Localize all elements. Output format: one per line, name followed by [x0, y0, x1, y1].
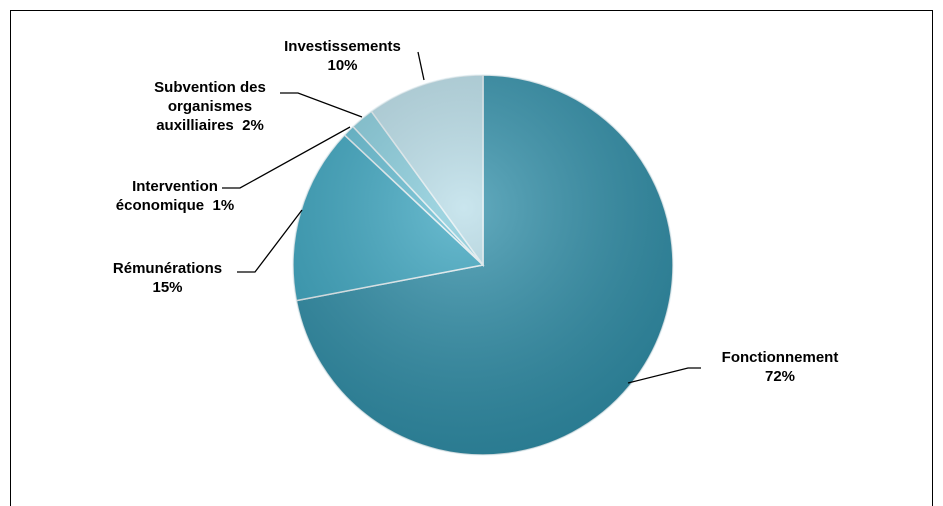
- slice-label: Rémunérations 15%: [95, 259, 240, 297]
- leader-line: [222, 126, 351, 189]
- category-label: Intervention économique: [115, 178, 218, 214]
- leader-line: [237, 209, 303, 273]
- leader-line: [627, 367, 701, 384]
- value-label: 72%: [764, 368, 796, 385]
- category-label: Rémunérations: [112, 260, 223, 277]
- pie: [292, 74, 674, 456]
- slice-label: Investissements 10%: [265, 37, 420, 75]
- slice-label: Subvention des organismes auxilliaires 2…: [130, 78, 290, 135]
- leader-line: [417, 51, 425, 81]
- value-label: 1%: [212, 197, 235, 214]
- category-label: Fonctionnement: [721, 349, 839, 366]
- value-label: 2%: [242, 117, 264, 134]
- leader-line: [280, 92, 363, 118]
- frame: [10, 10, 933, 506]
- category-label: Subvention des organismes auxilliaires: [154, 79, 266, 134]
- slice-label: Fonctionnement 72%: [710, 348, 850, 386]
- value-label: 15%: [152, 279, 183, 296]
- category-label: Investissements: [284, 38, 401, 55]
- value-label: 10%: [327, 57, 358, 74]
- slice-label: Intervention économique 1%: [90, 177, 260, 215]
